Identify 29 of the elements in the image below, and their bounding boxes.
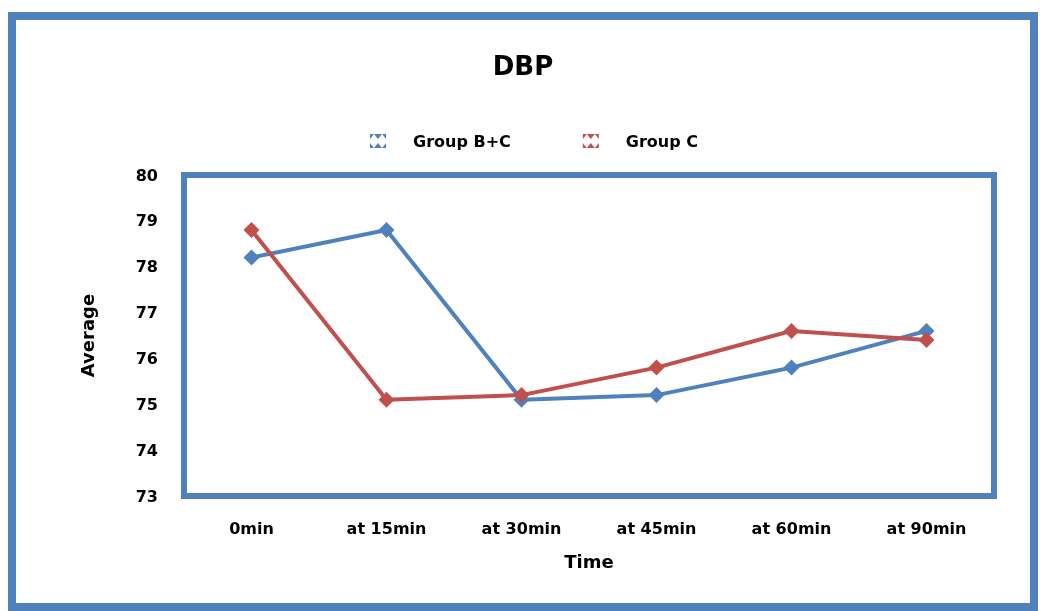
y-tick-label: 78 — [135, 257, 158, 277]
x-tick-label: at 30min — [481, 518, 562, 538]
x-tick-label: at 45min — [616, 518, 697, 538]
point — [513, 387, 530, 404]
legend-label: Group C — [625, 131, 698, 151]
x-tick-label: at 60min — [751, 518, 832, 538]
y-tick-label: 79 — [135, 211, 158, 231]
point — [783, 359, 800, 376]
x-axis-title: Time — [564, 550, 614, 572]
y-tick-label: 80 — [135, 165, 158, 185]
x-tick-label: at 90min — [886, 518, 967, 538]
point — [918, 332, 935, 349]
y-tick-label: 74 — [135, 440, 158, 460]
point — [648, 359, 665, 376]
chart-title: DBP — [492, 51, 554, 81]
y-tick-label: 75 — [135, 394, 158, 414]
legend-label: Group B+C — [413, 131, 511, 151]
y-tick-label: 76 — [135, 348, 158, 368]
y-tick-label: 73 — [135, 486, 158, 506]
point — [783, 322, 800, 339]
y-axis-title: Average — [76, 293, 98, 378]
point — [243, 222, 260, 239]
x-tick-label: at 15min — [346, 518, 427, 538]
y-tick-label: 77 — [135, 303, 158, 323]
point — [378, 222, 395, 239]
point — [243, 249, 260, 266]
point — [648, 387, 665, 404]
point — [378, 391, 395, 408]
x-tick-label: 0min — [229, 518, 274, 538]
